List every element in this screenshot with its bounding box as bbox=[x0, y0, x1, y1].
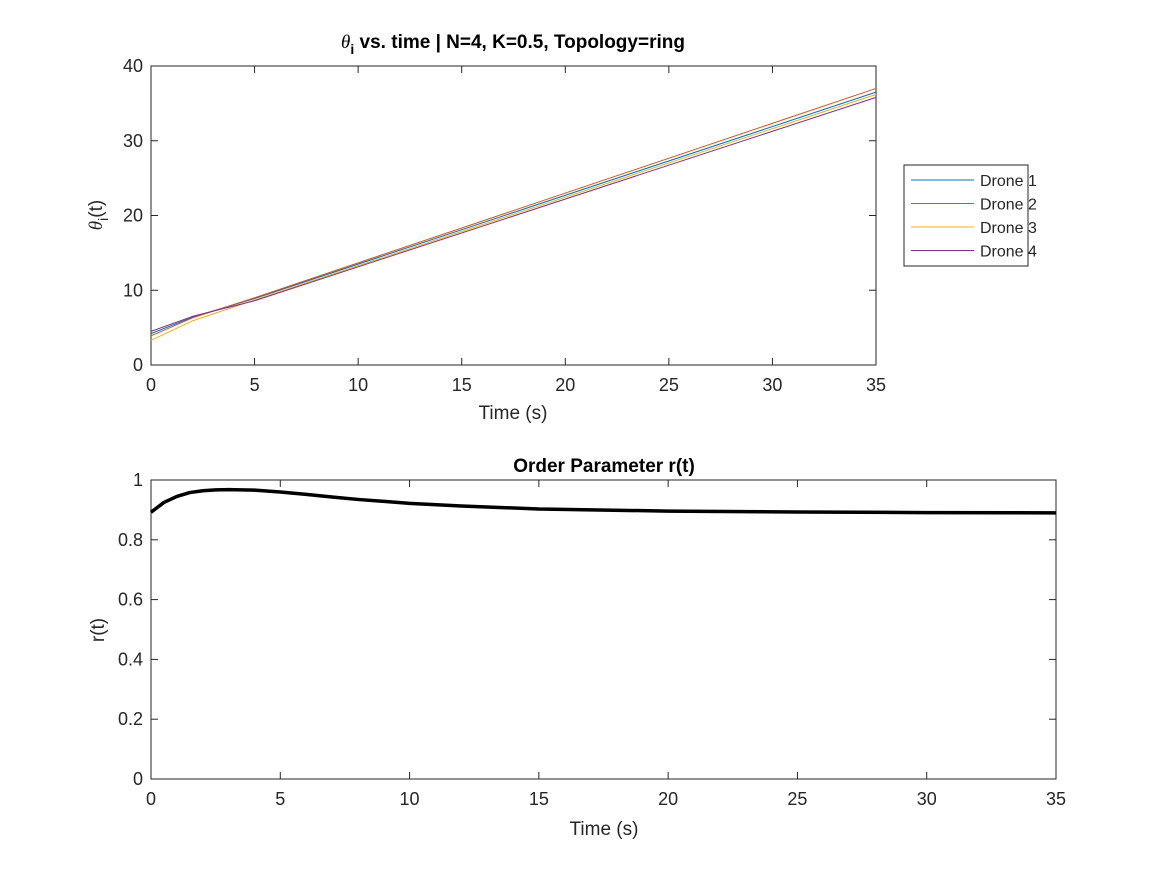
legend-label-2: Drone 2 bbox=[980, 197, 1037, 214]
theta-x-tick-label: 20 bbox=[555, 375, 575, 395]
legend-box bbox=[903, 164, 1029, 267]
order-series-group bbox=[149, 487, 1057, 515]
order-plot-title: Order Parameter r(t) bbox=[513, 456, 695, 477]
order-x-tick-label: 10 bbox=[400, 789, 420, 809]
legend-label-1: Drone 1 bbox=[980, 173, 1037, 190]
theta-x-tick-label: 0 bbox=[146, 375, 156, 395]
theta-x-tick-label: 35 bbox=[866, 375, 886, 395]
theta-y-axis-label: θi(t) bbox=[86, 200, 111, 230]
theta-x-axis-label: Time (s) bbox=[479, 403, 548, 424]
theta-y-tick-label: 40 bbox=[123, 56, 143, 76]
theta-y-tick-label: 10 bbox=[123, 280, 143, 300]
theta-x-tick-label: 30 bbox=[762, 375, 782, 395]
legend-label-4: Drone 4 bbox=[980, 244, 1037, 261]
theta-series-line-4 bbox=[150, 96, 877, 332]
order-x-tick-label: 30 bbox=[917, 789, 937, 809]
theta-x-tick-label: 15 bbox=[452, 375, 472, 395]
order-y-tick-label: 0.4 bbox=[118, 649, 143, 669]
theta-plot-title: θi vs. time | N=4, K=0.5, Topology=ring bbox=[341, 32, 685, 57]
order-y-tick-label: 0.8 bbox=[118, 530, 143, 550]
theta-y-tick-label: 20 bbox=[123, 206, 143, 226]
theta-x-tick-label: 5 bbox=[250, 375, 260, 395]
order-x-tick-label: 20 bbox=[658, 789, 678, 809]
order-y-tick-label: 0 bbox=[133, 769, 143, 789]
order-x-tick-label: 35 bbox=[1046, 789, 1066, 809]
legend-label-3: Drone 3 bbox=[980, 220, 1037, 237]
order-x-tick-label: 5 bbox=[275, 789, 285, 809]
theta-y-tick-label: 30 bbox=[123, 131, 143, 151]
theta-series-line-3 bbox=[150, 93, 877, 341]
order-series-line-1 bbox=[149, 487, 1057, 515]
order-y-axis-label: r(t) bbox=[88, 618, 109, 642]
order-parameter-subplot: Order Parameter r(t) 0 5 10 15 20 25 30 35 0 0.2 0… bbox=[88, 456, 1066, 840]
order-y-tick-label: 0.6 bbox=[118, 590, 143, 610]
order-y-tick-label: 0.2 bbox=[118, 709, 143, 729]
order-x-tick-label: 25 bbox=[787, 789, 807, 809]
theta-x-tick-label: 10 bbox=[348, 375, 368, 395]
theta-y-tick-label: 0 bbox=[133, 355, 143, 375]
theta-subplot: θi vs. time | N=4, K=0.5, Topology=ring … bbox=[86, 32, 1037, 424]
order-y-tick-label: 1 bbox=[133, 470, 143, 490]
theta-x-tick-label: 25 bbox=[659, 375, 679, 395]
order-x-axis-label: Time (s) bbox=[570, 819, 639, 840]
order-x-tick-label: 0 bbox=[146, 789, 156, 809]
theta-series-group bbox=[150, 87, 877, 341]
theta-legend: Drone 1 Drone 2 Drone 3 Drone 4 bbox=[903, 164, 1037, 267]
order-x-tick-label: 15 bbox=[529, 789, 549, 809]
order-plot-area bbox=[150, 479, 1057, 780]
theta-series-line-2 bbox=[150, 87, 877, 337]
